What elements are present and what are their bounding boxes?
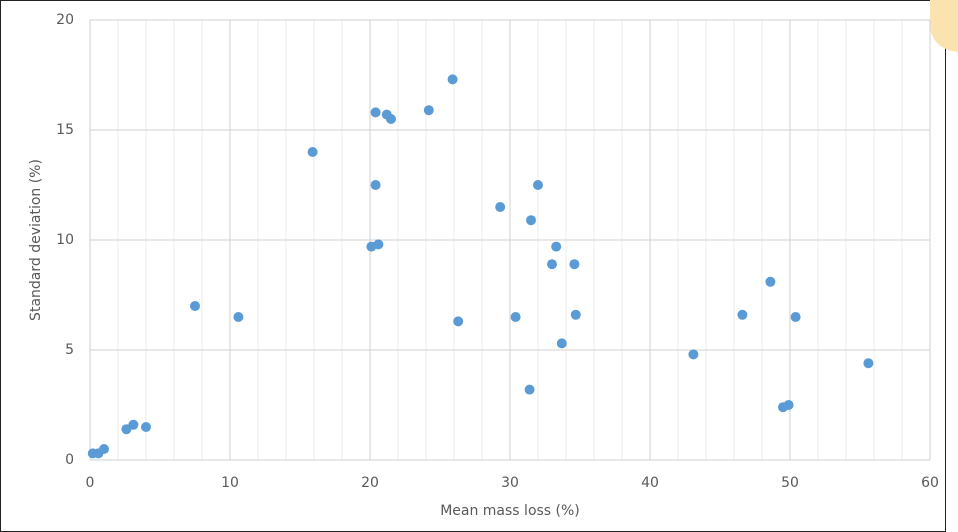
x-axis-title: Mean mass loss (%) (440, 503, 580, 519)
point (524, 384, 535, 395)
y-tick-label: 15 (56, 122, 74, 138)
y-tick-label: 5 (65, 342, 74, 358)
point (526, 215, 536, 226)
point (233, 312, 244, 322)
point (551, 241, 562, 252)
point (453, 316, 464, 327)
point (386, 114, 396, 124)
point (510, 312, 521, 322)
point (307, 147, 318, 157)
point (128, 419, 139, 430)
point (783, 400, 794, 410)
point (423, 105, 434, 116)
point (556, 338, 567, 349)
point (370, 107, 381, 118)
point (790, 312, 801, 322)
point (99, 444, 109, 454)
y-tick-label: 0 (65, 452, 74, 468)
point (370, 180, 381, 190)
x-tick-label: 50 (781, 475, 799, 491)
point (373, 239, 384, 250)
point (533, 180, 543, 190)
x-tick-label: 30 (501, 475, 519, 491)
point (765, 276, 776, 287)
x-tick-label: 60 (921, 475, 939, 491)
marks (87, 74, 874, 459)
x-tick-label: 10 (221, 475, 239, 491)
x-tick-label: 40 (641, 475, 659, 491)
x-tick-label: 0 (86, 475, 95, 491)
y-tick-label: 10 (56, 232, 74, 248)
decoration (930, 0, 958, 52)
point (569, 259, 580, 270)
grid (89, 19, 931, 461)
point (737, 309, 748, 320)
point (547, 259, 557, 270)
point (688, 349, 699, 360)
point (141, 422, 151, 432)
point (190, 301, 200, 311)
point (570, 309, 581, 320)
y-axis-title: Standard deviation (%) (28, 159, 44, 321)
point (863, 358, 874, 369)
point (447, 74, 458, 85)
point (495, 202, 506, 212)
x-tick-label: 20 (361, 475, 379, 491)
y-tick-label: 20 (56, 12, 74, 28)
